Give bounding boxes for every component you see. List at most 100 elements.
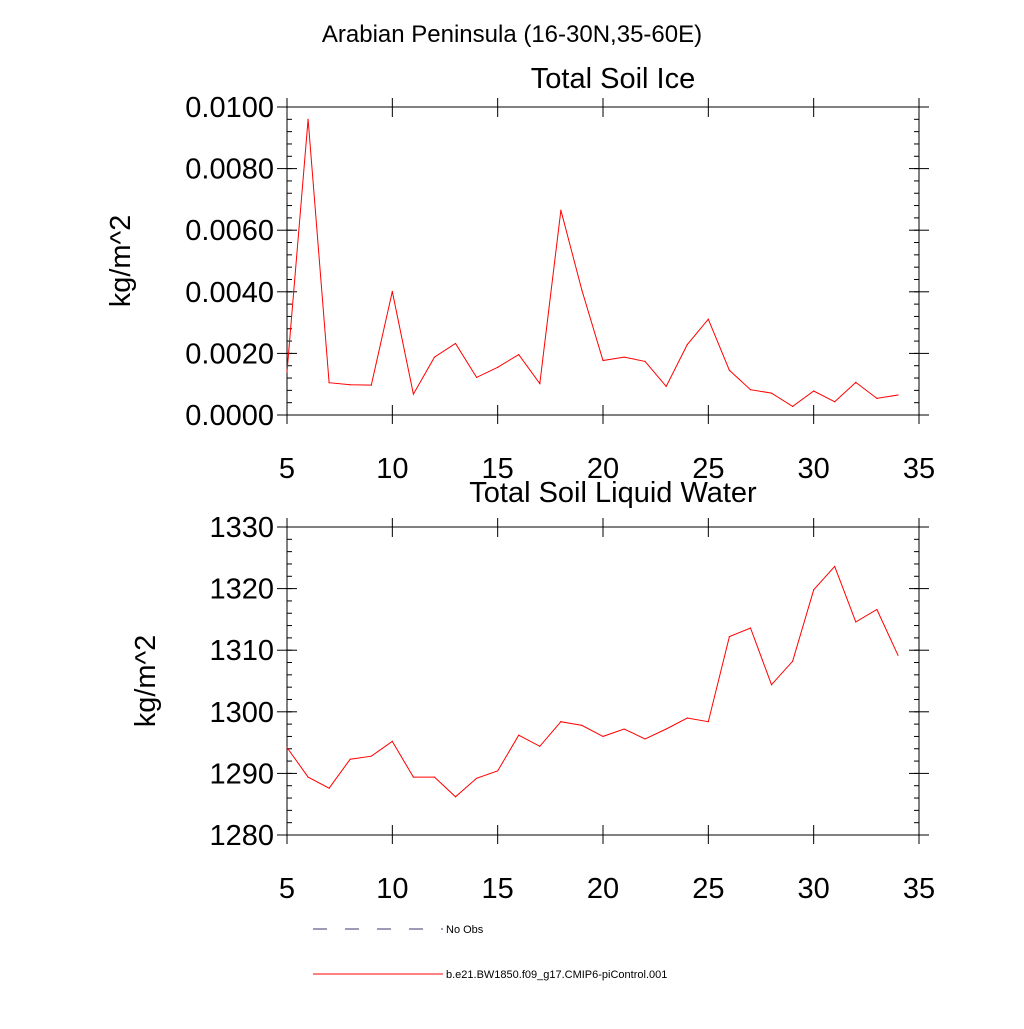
data-point xyxy=(665,728,667,730)
data-point xyxy=(433,356,436,358)
data-point xyxy=(518,354,520,356)
data-point xyxy=(707,721,709,723)
y-tick-label: 1310 xyxy=(209,635,274,667)
data-point xyxy=(560,209,562,211)
data-point xyxy=(539,745,541,747)
x-tick-label: 20 xyxy=(587,873,619,905)
data-point xyxy=(770,684,773,686)
legend: No Obs b.e21.BW1850.f09_g17.CMIP6-piContr… xyxy=(313,924,667,981)
y-tick-label: 0.0020 xyxy=(185,338,274,370)
data-point xyxy=(602,735,604,738)
y-tick-label: 0.0060 xyxy=(185,215,274,247)
data-point xyxy=(412,393,414,395)
data-point xyxy=(412,776,414,778)
legend-label: No Obs xyxy=(446,924,484,936)
data-point xyxy=(644,360,646,363)
data-point xyxy=(644,738,646,740)
data-point xyxy=(623,356,625,358)
data-point xyxy=(792,405,794,407)
data-point xyxy=(897,394,899,396)
y-tick-label: 0.0040 xyxy=(185,277,274,309)
data-point xyxy=(307,118,309,120)
data-point xyxy=(623,728,625,730)
data-point xyxy=(855,621,857,623)
data-point xyxy=(433,776,436,778)
data-point xyxy=(307,776,309,778)
chart-panel-soil-ice: Total Soil Ice kg/m^2 5 10 15 20 25 30 35 0.0000 0… xyxy=(105,63,935,485)
data-point xyxy=(686,717,688,719)
data-point xyxy=(749,389,752,391)
data-point xyxy=(497,366,499,368)
data-point xyxy=(665,385,667,387)
chart-title: Total Soil Ice xyxy=(531,63,695,95)
data-point xyxy=(328,382,330,384)
data-point xyxy=(707,318,709,320)
data-point xyxy=(792,660,794,662)
y-tick-label: 0.0080 xyxy=(185,154,274,186)
data-point xyxy=(454,796,457,798)
data-point xyxy=(370,384,372,386)
data-point xyxy=(813,589,815,591)
data-point xyxy=(770,392,773,394)
legend-label: b.e21.BW1850.f09_g17.CMIP6-piControl.001 xyxy=(446,969,667,981)
y-axis-label: kg/m^2 xyxy=(105,215,137,308)
data-point xyxy=(391,290,393,293)
y-axis-label: kg/m^2 xyxy=(130,635,162,728)
data-point xyxy=(454,342,457,345)
data-point xyxy=(476,777,478,779)
x-tick-label: 35 xyxy=(903,453,935,485)
data-point xyxy=(728,636,731,638)
x-tick-label: 15 xyxy=(482,873,514,905)
data-point xyxy=(728,369,731,371)
x-tick-label: 30 xyxy=(798,873,830,905)
x-tick-label: 5 xyxy=(279,873,295,905)
plot-frame xyxy=(286,526,920,836)
y-tick-label: 1320 xyxy=(209,574,274,606)
data-point xyxy=(876,608,878,611)
data-point xyxy=(286,371,288,373)
series-line xyxy=(286,119,898,408)
x-tick-label: 5 xyxy=(279,453,295,485)
y-tick-label: 0.0000 xyxy=(185,400,274,432)
data-point xyxy=(286,746,288,749)
y-tick-label: 1330 xyxy=(209,512,274,544)
chart-title: Total Soil Liquid Water xyxy=(469,477,757,509)
data-point xyxy=(349,758,351,760)
x-tick-label: 25 xyxy=(692,873,724,905)
data-point xyxy=(391,740,393,742)
x-tick-label: 30 xyxy=(798,453,830,485)
data-point xyxy=(497,770,499,772)
data-point xyxy=(834,565,836,568)
data-point xyxy=(518,734,520,736)
data-point xyxy=(581,724,583,726)
series-line xyxy=(286,565,899,798)
data-point xyxy=(476,376,478,379)
data-point xyxy=(560,721,562,723)
plot-frame xyxy=(286,106,920,416)
page-title: Arabian Peninsula (16-30N,35-60E) xyxy=(322,21,702,48)
data-point xyxy=(602,359,604,362)
data-point xyxy=(349,384,351,386)
data-point xyxy=(581,289,583,291)
data-point xyxy=(813,390,815,392)
x-tick-label: 20 xyxy=(587,453,619,485)
y-tick-label: 0.0100 xyxy=(185,92,274,124)
x-tick-label: 10 xyxy=(376,453,408,485)
data-point xyxy=(370,755,372,757)
y-tick-label: 1300 xyxy=(209,697,274,729)
y-tick-label: 1290 xyxy=(209,758,274,790)
data-point xyxy=(539,382,541,385)
data-point xyxy=(876,397,878,399)
data-point xyxy=(897,654,899,656)
data-point xyxy=(328,787,330,789)
x-tick-label: 10 xyxy=(376,873,408,905)
data-point xyxy=(834,401,836,403)
x-tick-label: 25 xyxy=(692,453,724,485)
y-tick-label: 1280 xyxy=(209,820,274,852)
data-point xyxy=(855,381,857,383)
data-point xyxy=(749,627,752,629)
x-tick-label: 15 xyxy=(482,453,514,485)
chart-panel-soil-liquid-water: Total Soil Liquid Water kg/m^2 5 10 15 20 25 30… xyxy=(130,477,935,905)
